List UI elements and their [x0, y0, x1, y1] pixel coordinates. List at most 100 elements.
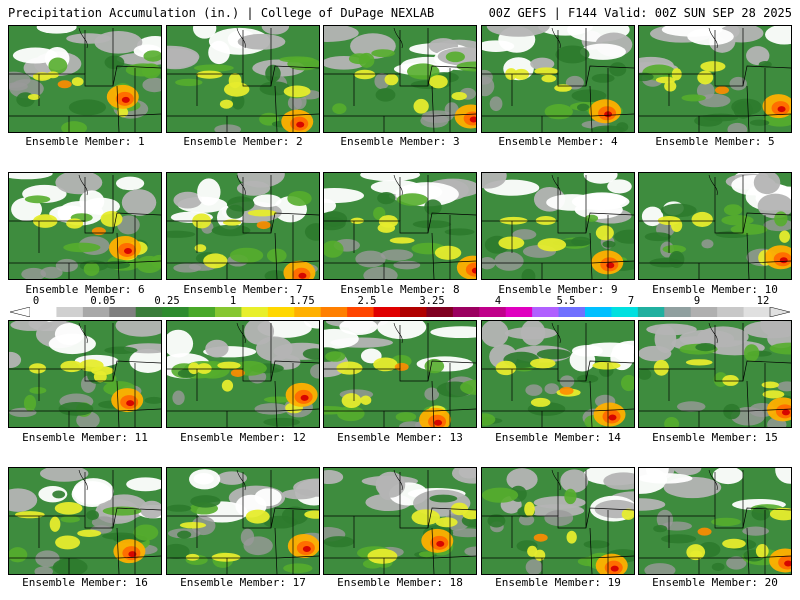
precipitation-field — [9, 173, 161, 279]
ensemble-member-map — [8, 467, 162, 575]
colorbar-tick-label: 9 — [693, 295, 701, 307]
colorbar-segment — [373, 307, 401, 317]
ensemble-member-label: Ensemble Member: 5 — [655, 135, 775, 148]
ensemble-member-map — [166, 25, 320, 133]
ensemble-member-label: Ensemble Member: 6 — [25, 283, 145, 296]
precipitation-field — [482, 468, 634, 574]
colorbar-segment — [241, 307, 269, 317]
ensemble-member-label: Ensemble Member: 18 — [337, 576, 463, 589]
colorbar-segment — [215, 307, 242, 317]
ensemble-member-label: Ensemble Member: 13 — [337, 431, 463, 444]
ensemble-member-label: Ensemble Member: 20 — [652, 576, 778, 589]
colorbar-tick-label: 1 — [229, 295, 237, 307]
precipitation-field — [324, 321, 476, 427]
ensemble-member-map — [481, 467, 635, 575]
ensemble-member-label: Ensemble Member: 15 — [652, 431, 778, 444]
ensemble-member-label: Ensemble Member: 11 — [22, 431, 148, 444]
colorbar-tick-label: 0.05 — [90, 295, 116, 307]
ensemble-member-map — [638, 172, 792, 280]
ensemble-member-label: Ensemble Member: 8 — [340, 283, 460, 296]
precipitation-field — [167, 468, 319, 574]
ensemble-member-label: Ensemble Member: 12 — [180, 431, 306, 444]
colorbar-tick-label: 2.5 — [357, 295, 377, 307]
precipitation-field — [9, 321, 161, 427]
precipitation-field — [324, 468, 476, 574]
ensemble-member-label: Ensemble Member: 4 — [498, 135, 618, 148]
ensemble-member-label: Ensemble Member: 17 — [180, 576, 306, 589]
colorbar-segment — [267, 307, 295, 317]
precipitation-field — [167, 321, 319, 427]
precipitation-field — [639, 173, 791, 279]
colorbar-segment — [400, 307, 427, 317]
precipitation-field — [482, 321, 634, 427]
ensemble-member-label: Ensemble Member: 9 — [498, 283, 618, 296]
colorbar-segment — [162, 307, 190, 317]
colorbar-segment — [479, 307, 507, 317]
precipitation-field — [324, 26, 476, 132]
colorbar-tick-label: 0.25 — [154, 295, 180, 307]
ensemble-member-map — [323, 467, 477, 575]
colorbar-segment — [347, 307, 375, 317]
colorbar-tick-label: 4 — [494, 295, 502, 307]
ensemble-member-map — [166, 172, 320, 280]
colorbar-segment — [637, 307, 665, 317]
precipitation-field — [9, 26, 161, 132]
colorbar-tick-label: 5.5 — [556, 295, 576, 307]
colorbar-tick-label: 0 — [32, 295, 40, 307]
ensemble-member-map — [8, 320, 162, 428]
colorbar-segment — [585, 307, 612, 317]
colorbar-segment — [505, 307, 533, 317]
ensemble-member-map — [166, 467, 320, 575]
ensemble-member-map — [638, 25, 792, 133]
ensemble-member-label: Ensemble Member: 19 — [495, 576, 621, 589]
ensemble-member-map — [638, 467, 792, 575]
colorbar-tick-label: 7 — [627, 295, 635, 307]
ensemble-member-label: Ensemble Member: 14 — [495, 431, 621, 444]
colorbar-segment — [82, 307, 110, 317]
ensemble-member-label: Ensemble Member: 2 — [183, 135, 303, 148]
precipitation-field — [9, 468, 161, 574]
colorbar-segment — [611, 307, 639, 317]
colorbar-segment — [109, 307, 137, 317]
ensemble-member-map — [323, 25, 477, 133]
precipitation-field — [324, 173, 476, 279]
colorbar-segment — [30, 307, 57, 317]
colorbar-segment — [558, 307, 586, 317]
ensemble-member-label: Ensemble Member: 3 — [340, 135, 460, 148]
ensemble-member-map — [323, 172, 477, 280]
precipitation-field — [482, 26, 634, 132]
colorbar-segment — [690, 307, 718, 317]
colorbar-segment — [664, 307, 692, 317]
colorbar-segment — [452, 307, 480, 317]
colorbar-segment — [532, 307, 560, 317]
ensemble-member-map — [166, 320, 320, 428]
precipitation-field — [639, 321, 791, 427]
colorbar-segment — [135, 307, 163, 317]
ensemble-member-map — [323, 320, 477, 428]
precipitation-field — [167, 26, 319, 132]
ensemble-member-map — [638, 320, 792, 428]
colorbar-segment — [56, 307, 84, 317]
colorbar-max-arrow — [769, 307, 790, 317]
colorbar-segment — [426, 307, 454, 317]
colorbar-segment — [717, 307, 745, 317]
colorbar-segment — [320, 307, 348, 317]
colorbar-tick-label: 3.25 — [419, 295, 445, 307]
ensemble-member-label: Ensemble Member: 16 — [22, 576, 148, 589]
colorbar-segment — [743, 307, 771, 317]
ensemble-member-label: Ensemble Member: 10 — [652, 283, 778, 296]
colorbar-segment — [188, 307, 216, 317]
precipitation-field — [167, 173, 319, 279]
ensemble-member-map — [481, 25, 635, 133]
precipitation-colorbar — [10, 307, 790, 317]
colorbar-min-arrow — [10, 307, 31, 317]
model-valid-time: 00Z GEFS | F144 Valid: 00Z SUN SEP 28 20… — [488, 6, 792, 20]
ensemble-member-map — [8, 25, 162, 133]
colorbar-tick-label: 1.75 — [289, 295, 315, 307]
ensemble-member-label: Ensemble Member: 7 — [183, 283, 303, 296]
colorbar-tick-label: 12 — [756, 295, 770, 307]
precipitation-field — [482, 173, 634, 279]
precipitation-field — [639, 26, 791, 132]
ensemble-member-map — [8, 172, 162, 280]
map-title: Precipitation Accumulation (in.) | Colle… — [8, 6, 435, 20]
